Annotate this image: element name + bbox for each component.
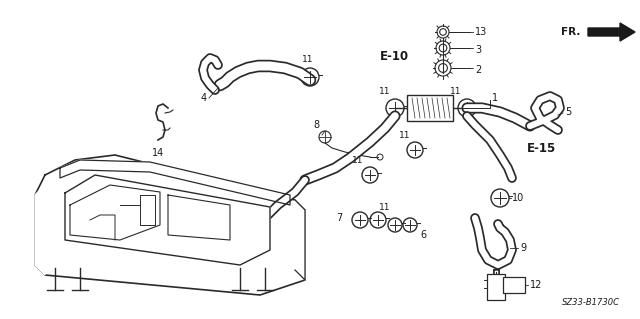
Polygon shape [60,160,290,205]
Polygon shape [588,23,635,41]
Polygon shape [295,200,305,280]
Text: 4: 4 [201,93,207,103]
Text: 8: 8 [314,120,320,130]
Text: 13: 13 [475,27,487,37]
Polygon shape [35,185,45,275]
FancyBboxPatch shape [407,95,453,121]
Text: 11: 11 [380,87,391,96]
Text: 7: 7 [336,213,342,223]
Polygon shape [168,195,230,240]
Text: E-10: E-10 [380,50,409,63]
Polygon shape [65,175,270,265]
Text: 10: 10 [512,193,524,203]
FancyBboxPatch shape [487,274,505,300]
Text: 6: 6 [420,230,426,240]
FancyBboxPatch shape [503,277,525,293]
Polygon shape [70,185,160,240]
Text: 11: 11 [380,203,391,212]
Text: 9: 9 [520,243,526,253]
Text: SZ33-B1730C: SZ33-B1730C [562,298,620,307]
Text: FR.: FR. [561,27,580,37]
Text: 11: 11 [451,87,461,96]
Polygon shape [35,155,305,295]
Text: 2: 2 [475,65,481,75]
Text: 12: 12 [530,280,542,290]
Text: 11: 11 [399,131,411,140]
Text: 14: 14 [152,148,164,158]
Text: E-15: E-15 [527,142,556,154]
Text: 5: 5 [565,107,572,117]
Text: 1: 1 [492,93,498,103]
Text: 11: 11 [352,156,364,165]
Text: 11: 11 [302,55,314,64]
Text: 3: 3 [475,45,481,55]
